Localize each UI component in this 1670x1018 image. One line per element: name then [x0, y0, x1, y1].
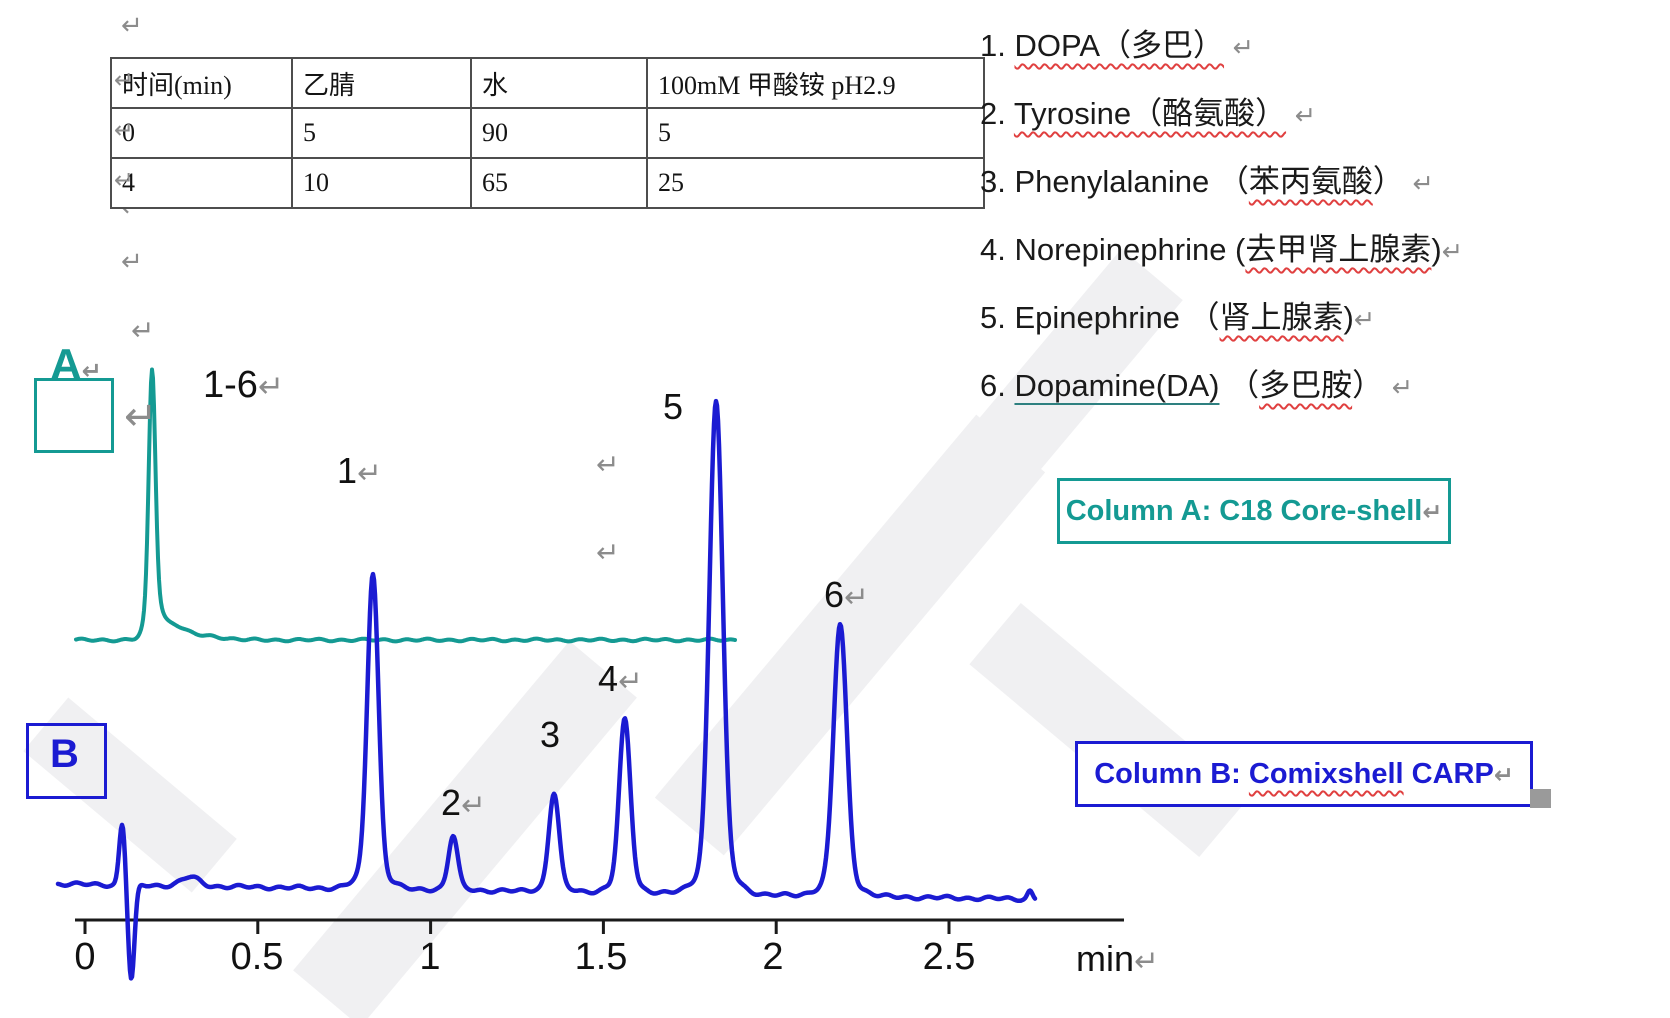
trace-b-label-box[interactable] [26, 723, 107, 799]
column-a-label: Column A: C18 Core-shell [1065, 495, 1423, 527]
column-b-label-prefix: Column B: [1094, 758, 1249, 790]
x-tick-label: 0 [74, 936, 96, 978]
table-header-cell: 时间(min) [110, 57, 293, 109]
legend-item-dopamine: 6. Dopamine(DA) （多巴胺） ↵ [980, 364, 1463, 432]
table-cell: 5 [291, 107, 472, 159]
x-axis [75, 918, 1124, 934]
return-mark-icon: ↵ [1232, 34, 1254, 62]
legend-text: 3. Phenylalanine （ [980, 164, 1249, 199]
column-b-label-suffix: CARP [1403, 758, 1494, 790]
peak-label-5: 5 [663, 386, 684, 427]
table-cell: 10 [291, 157, 472, 209]
return-mark-icon: ↵ [1422, 499, 1443, 526]
peak-label-4: 4↵ [598, 658, 643, 699]
table-header-cell: 100mM 甲酸铵 pH2.9 [646, 57, 985, 109]
column-a-box[interactable]: Column A: C18 Core-shell↵ [1057, 478, 1451, 544]
return-mark-icon: ↵ [357, 457, 382, 490]
peak-label-3: 3 [540, 714, 561, 755]
return-mark-icon: ↵ [81, 358, 102, 385]
legend-text: （ [1219, 368, 1260, 403]
legend-text: 5. Epinephrine （ [980, 300, 1220, 335]
return-mark-icon: ↵ [121, 10, 143, 40]
peak-label-group-1-6: 1-6↵ [203, 364, 285, 406]
return-mark-icon: ↵ [1391, 374, 1414, 402]
legend-text-misspelled: 多巴胺 [1259, 368, 1353, 403]
return-mark-icon: ↵ [1134, 945, 1159, 978]
legend-text-misspelled: 肾上腺素 [1219, 300, 1344, 335]
legend-item-epinephrine: 5. Epinephrine （肾上腺素)↵ [980, 296, 1463, 364]
return-mark-icon: ↵ [121, 246, 143, 276]
return-mark-icon: ↵ [618, 665, 643, 698]
trace-a-label-box[interactable] [34, 378, 114, 453]
legend-item-phenylalanine: 3. Phenylalanine （苯丙氨酸） ↵ [980, 160, 1463, 228]
peak-label-1: 1↵ [337, 450, 382, 491]
x-tick-label: 1 [419, 936, 441, 978]
peak-label-2: 2↵ [441, 782, 486, 823]
return-mark-icon: ↵ [257, 369, 285, 404]
legend-text: ) [1343, 300, 1354, 335]
trace-b-tag: B [50, 732, 79, 776]
compound-legend: 1. DOPA（多巴） ↵ 2. Tyrosine（酪氨酸） ↵ 3. Phen… [980, 24, 1463, 432]
return-mark-icon: ↵ [844, 581, 869, 614]
return-mark-icon: ↵ [596, 537, 620, 568]
table-cell: 65 [470, 157, 648, 209]
x-tick-label: 2.5 [922, 936, 976, 978]
table-header-cell: 乙腈 [291, 57, 472, 109]
legend-text-misspelled: Tyrosine（酪氨酸） [1013, 96, 1287, 131]
x-tick-label: 0.5 [230, 936, 284, 978]
column-b-box[interactable]: Column B: Comixshell CARP↵ [1075, 741, 1533, 807]
legend-item-tyrosine: 2. Tyrosine（酪氨酸） ↵ [980, 92, 1463, 160]
legend-text: 1. [980, 28, 1015, 63]
column-b-label-misspelled: Comixshell [1248, 758, 1404, 790]
legend-text: 4. Norepinephrine ( [980, 232, 1246, 267]
table-row: 4 10 65 25 [110, 157, 985, 209]
peak-label-6: 6↵ [824, 574, 869, 615]
x-tick-label: 1.5 [574, 936, 628, 978]
return-mark-icon: ↵ [1353, 306, 1376, 334]
textbox-resize-handle[interactable] [1530, 789, 1551, 808]
table-cell: 4 [110, 157, 293, 209]
return-mark-icon: ↵ [596, 449, 620, 480]
table-header-row: 时间(min) 乙腈 水 100mM 甲酸铵 pH2.9 [110, 57, 985, 109]
return-mark-icon: ↵ [461, 789, 486, 822]
legend-text-misspelled: 去甲肾上腺素 [1245, 232, 1432, 267]
table-cell: 5 [646, 107, 985, 159]
return-mark-icon: ↵ [131, 315, 155, 346]
return-mark-icon: ↵ [124, 395, 158, 439]
return-mark-icon: ↵ [1441, 238, 1464, 266]
legend-text-misspelled: DOPA（多巴） [1014, 28, 1225, 63]
return-mark-icon: ↵ [114, 167, 135, 194]
table-cell: 25 [646, 157, 985, 209]
legend-text-misspelled: 苯丙氨酸 [1248, 164, 1373, 199]
return-mark-icon: ↵ [114, 67, 135, 94]
table-cell: 0 [110, 107, 293, 159]
trace-column-a [74, 367, 737, 644]
legend-text: ） [1352, 368, 1384, 403]
table-header-cell: 水 [470, 57, 648, 109]
return-mark-icon: ↵ [1412, 170, 1434, 198]
table-row: 0 5 90 5 [110, 107, 985, 159]
legend-item-dopa: 1. DOPA（多巴） ↵ [980, 24, 1463, 92]
x-tick-label: 2 [762, 936, 784, 978]
legend-text: 2. [980, 96, 1014, 131]
trace-a-tag: A↵ [50, 340, 102, 389]
table-cell: 90 [470, 107, 648, 159]
legend-text: ) [1431, 232, 1442, 267]
legend-item-norepinephrine: 4. Norepinephrine (去甲肾上腺素)↵ [980, 228, 1463, 296]
trace-column-b [55, 398, 1038, 981]
legend-text: 6. [980, 368, 1015, 403]
legend-text-underlined: Dopamine(DA) [1014, 368, 1220, 403]
return-mark-icon: ↵ [1294, 102, 1316, 130]
legend-text: ） [1372, 164, 1404, 199]
gradient-table: 时间(min) 乙腈 水 100mM 甲酸铵 pH2.9 0 5 90 5 4 … [110, 57, 985, 209]
return-mark-icon: ↵ [114, 117, 135, 144]
x-axis-unit-label: min↵ [1076, 938, 1159, 979]
return-mark-icon: ↵ [1493, 762, 1514, 789]
